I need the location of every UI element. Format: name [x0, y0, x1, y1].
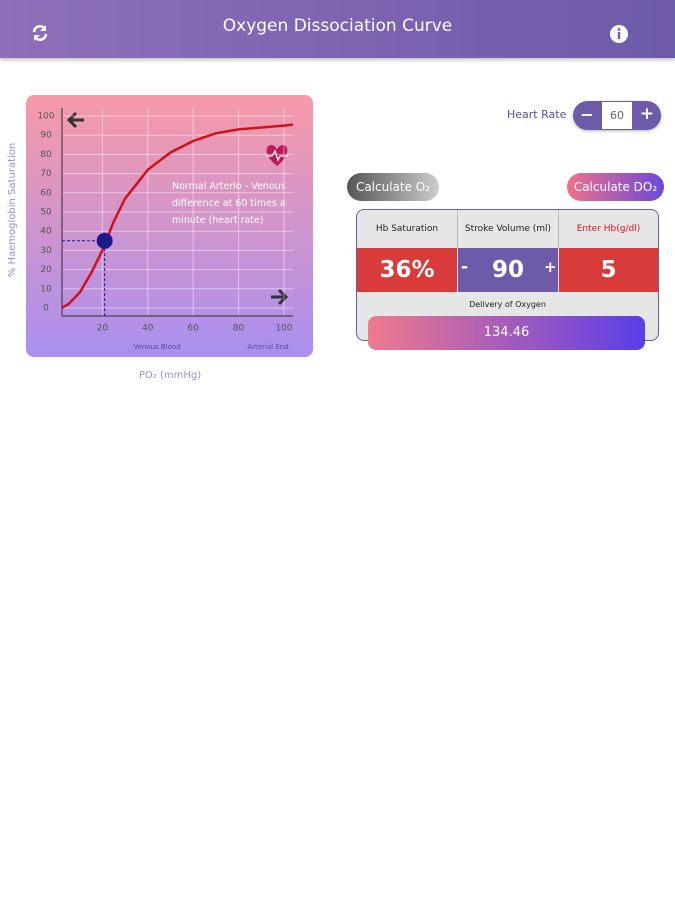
- y-tick-label: 100: [37, 112, 54, 122]
- stroke-decrement[interactable]: -: [461, 257, 469, 277]
- stroke-increment[interactable]: +: [544, 258, 557, 276]
- app-header: Oxygen Dissociation Curve: [0, 0, 675, 58]
- calculate-do2-button[interactable]: Calculate DO₂: [567, 173, 664, 201]
- info-icon[interactable]: [609, 24, 629, 44]
- heart-rate-stepper: − 60 +: [573, 101, 661, 130]
- saturation-curve: [60, 123, 294, 310]
- delivery-label: Delivery of Oxygen: [469, 300, 546, 309]
- calculate-o2-button[interactable]: Calculate O₂: [347, 173, 439, 201]
- decrement-button[interactable]: −: [580, 105, 594, 124]
- x-axis-label: PO₂ (mmHg): [139, 370, 201, 381]
- y-tick-label: 50: [40, 208, 52, 218]
- y-tick-label: 60: [40, 188, 52, 198]
- delivery-value: 134.46: [368, 316, 645, 350]
- x-tick-label: 20: [97, 324, 109, 334]
- y-tick-label: 90: [40, 131, 52, 141]
- x-tick-label: 40: [142, 324, 154, 334]
- stroke-volume-cell: - 90 +: [458, 248, 558, 292]
- marker-point: [96, 232, 113, 249]
- heart-rate-value[interactable]: 60: [602, 102, 632, 129]
- y-tick-label: 80: [40, 150, 52, 160]
- x-tick-label: 80: [233, 324, 245, 334]
- chart: % Haemoglobin Saturation PO₂ (mmHg) Veno…: [7, 108, 294, 381]
- hb-value[interactable]: 5: [559, 248, 658, 292]
- chart-annotation: Normal Arterio - Venous difference at 60…: [172, 181, 286, 226]
- y-tick-label: 70: [40, 169, 52, 179]
- y-tick-label: 20: [40, 265, 52, 275]
- y-axis-label: % Haemoglobin Saturation: [7, 143, 18, 277]
- chart-panel: [26, 95, 313, 357]
- heart-pulse: [266, 149, 288, 162]
- right-arrow: [271, 288, 289, 306]
- heart-rate-label: Heart Rate: [507, 108, 567, 121]
- y-tick-label: 0: [43, 304, 49, 314]
- table-header: Enter Hb(g/dl): [576, 224, 641, 234]
- left-arrow: [66, 111, 84, 129]
- app-title: Oxygen Dissociation Curve: [222, 16, 453, 36]
- increment-button[interactable]: +: [639, 104, 655, 124]
- x-tick-label: 100: [275, 324, 292, 334]
- y-tick-label: 30: [40, 246, 52, 256]
- x-tick-label: 60: [187, 324, 199, 334]
- stroke-volume-value[interactable]: 90: [491, 257, 524, 283]
- x-note: Venous Blood: [133, 343, 180, 351]
- x-note: Arterial End: [247, 343, 288, 351]
- y-tick-label: 10: [40, 284, 52, 294]
- refresh-icon[interactable]: [30, 23, 50, 43]
- y-tick-label: 40: [40, 227, 52, 237]
- table-header: Stroke Volume (ml): [458, 210, 559, 248]
- hb-saturation-value: 36%: [357, 248, 457, 292]
- table-header: Hb Saturation: [357, 210, 458, 248]
